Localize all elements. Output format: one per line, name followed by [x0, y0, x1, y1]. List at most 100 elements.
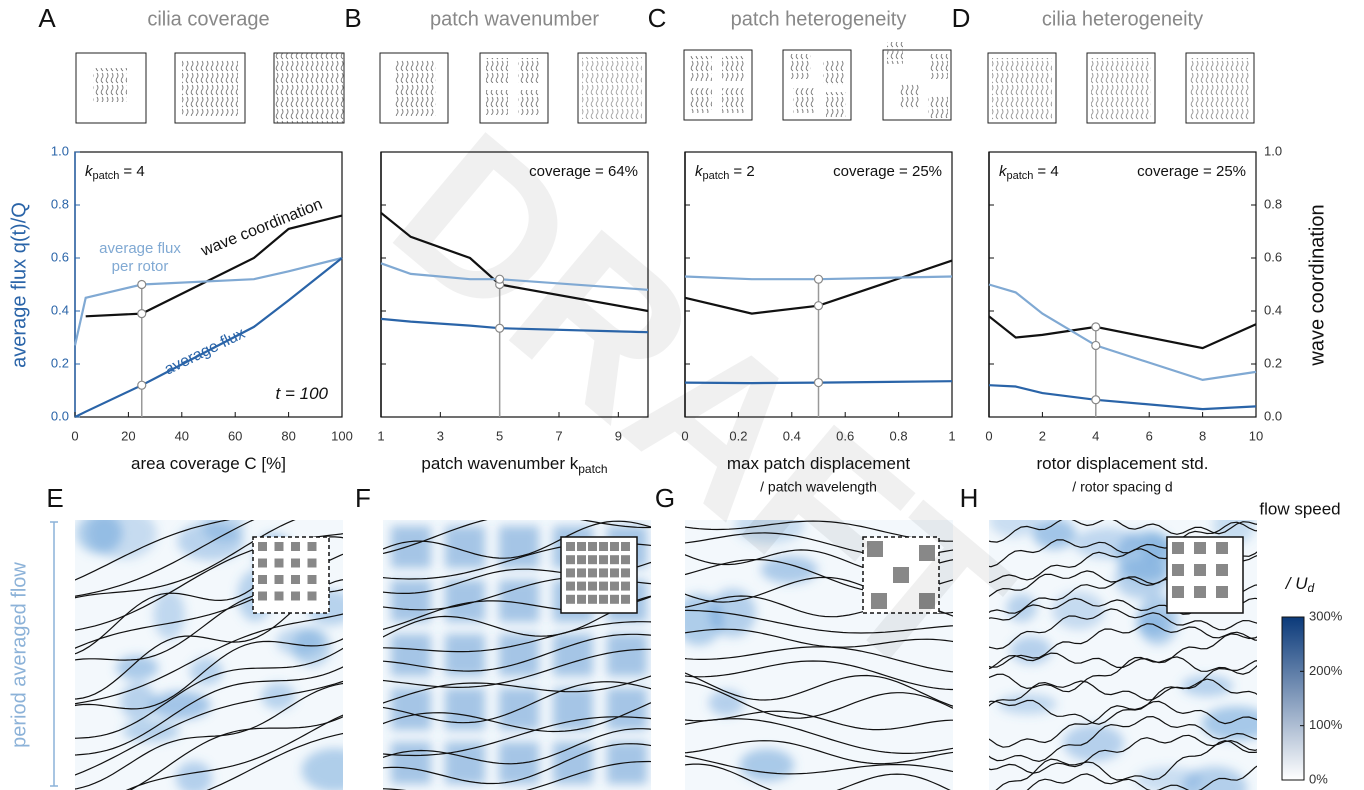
- speed-patch: [154, 590, 186, 640]
- marker-point: [1092, 323, 1100, 331]
- inset: [561, 537, 637, 613]
- x-tick-label: 3: [437, 428, 444, 443]
- inset-patch: [291, 559, 300, 568]
- annotation-text: t = 100: [276, 384, 329, 403]
- y-tick-label: 0.4: [51, 302, 69, 317]
- annotation: coverage = 25%: [833, 163, 942, 180]
- inset-patch: [566, 555, 575, 564]
- colorbar-tick-label: 0%: [1309, 771, 1328, 786]
- speed-patch: [150, 691, 210, 720]
- speed-patch: [1052, 592, 1104, 630]
- inset-patch: [588, 582, 597, 591]
- x-tick-label: 20: [121, 428, 135, 443]
- x-axis-sublabel: / rotor spacing d: [1072, 479, 1172, 495]
- annotation-text: coverage = 64%: [529, 163, 638, 180]
- x-tick-label: 0.4: [783, 428, 801, 443]
- series-label-text: average flux per rotor: [95, 240, 185, 276]
- colorbar: [1282, 617, 1304, 780]
- inset-patch: [610, 542, 619, 551]
- panel-letter: C: [648, 3, 667, 33]
- inset-patch: [577, 595, 586, 604]
- y2-tick-label: 0.6: [1264, 249, 1282, 264]
- y-axis-label: average flux q(t)/Q: [8, 202, 30, 368]
- x-tick-label: 9: [615, 428, 622, 443]
- marker-point: [815, 302, 823, 310]
- inset-patch: [258, 575, 267, 584]
- inset-patch: [577, 568, 586, 577]
- series-line: [989, 385, 1256, 409]
- speed-patch: [553, 742, 593, 784]
- y2-tick-label: 0.0: [1264, 408, 1282, 423]
- x-axis-label: rotor displacement std.: [1037, 454, 1209, 473]
- inset-patch: [1172, 542, 1184, 554]
- speed-patch: [1181, 675, 1233, 697]
- x-tick-label: 60: [228, 428, 242, 443]
- inset-patch: [599, 582, 608, 591]
- inset-patch: [621, 568, 630, 577]
- speed-patch: [740, 749, 794, 782]
- inset-patch: [566, 582, 575, 591]
- marker-point: [1092, 396, 1100, 404]
- panel-letter: E: [46, 483, 63, 513]
- x-tick-label: 0: [985, 428, 992, 443]
- marker-point: [1092, 341, 1100, 349]
- inset-patch: [291, 575, 300, 584]
- inset-patch: [610, 582, 619, 591]
- inset-patch: [1194, 586, 1206, 598]
- inset-patch: [291, 592, 300, 601]
- figure: period averaged flow flow speed / Ud DRA…: [0, 0, 1364, 790]
- inset-patch: [308, 592, 317, 601]
- inset-patch: [588, 568, 597, 577]
- unit-sub: d: [1308, 581, 1315, 595]
- annotation: t = 100: [276, 384, 329, 403]
- annotation: kpatch= 2: [695, 163, 755, 182]
- speed-patch: [190, 658, 223, 686]
- x-tick-label: 40: [175, 428, 189, 443]
- panel-title: patch wavenumber: [430, 8, 599, 30]
- panel-title: cilia coverage: [147, 8, 269, 30]
- annotation-sub: patch: [93, 170, 120, 182]
- speed-patch: [709, 690, 744, 716]
- x-tick-label: 0: [71, 428, 78, 443]
- speed-patch: [1139, 532, 1171, 562]
- inset-patch: [566, 568, 575, 577]
- x-axis-label: area coverage C [%]: [131, 454, 286, 473]
- y2-tick-label: 0.2: [1264, 355, 1282, 370]
- x-axis-label: max patch displacement: [727, 454, 911, 473]
- inset-patch: [599, 555, 608, 564]
- annotation: kpatch= 4: [85, 163, 145, 182]
- colorbar-tick-label: 100%: [1309, 717, 1343, 732]
- x-tick-label: 0.6: [836, 428, 854, 443]
- colorbar-title: flow speed: [1259, 499, 1340, 518]
- annotation-sub: patch: [703, 170, 730, 182]
- inset-patch: [610, 555, 619, 564]
- x-label-text: rotor displacement std.: [1037, 454, 1209, 473]
- marker-point: [815, 379, 823, 387]
- inset-patch: [599, 568, 608, 577]
- inset-patch: [566, 595, 575, 604]
- y-tick-label: 0.0: [51, 408, 69, 423]
- y2-axis-label: wave coordination: [1306, 204, 1328, 366]
- marker-point: [138, 381, 146, 389]
- inset-patch: [1194, 542, 1206, 554]
- panel-letter: F: [355, 483, 371, 513]
- annotation-text: coverage = 25%: [833, 163, 942, 180]
- panel-title: cilia heterogeneity: [1042, 8, 1203, 30]
- series-line: [989, 316, 1256, 348]
- panel-letter: A: [38, 3, 56, 33]
- marker-point: [496, 275, 504, 283]
- inset-patch: [621, 542, 630, 551]
- inset: [1167, 537, 1243, 613]
- annotation-sub: patch: [1007, 170, 1034, 182]
- inset-patch: [621, 555, 630, 564]
- y2-tick-label: 0.8: [1264, 196, 1282, 211]
- speed-patch: [391, 742, 431, 784]
- x-tick-label: 7: [555, 428, 562, 443]
- speed-patch: [391, 634, 431, 676]
- marker-point: [138, 310, 146, 318]
- annotation-text: coverage = 25%: [1137, 163, 1246, 180]
- inset-patch: [1216, 586, 1228, 598]
- plot-frame: [75, 152, 342, 417]
- inset-patch: [588, 595, 597, 604]
- thumbnails: [76, 42, 1254, 123]
